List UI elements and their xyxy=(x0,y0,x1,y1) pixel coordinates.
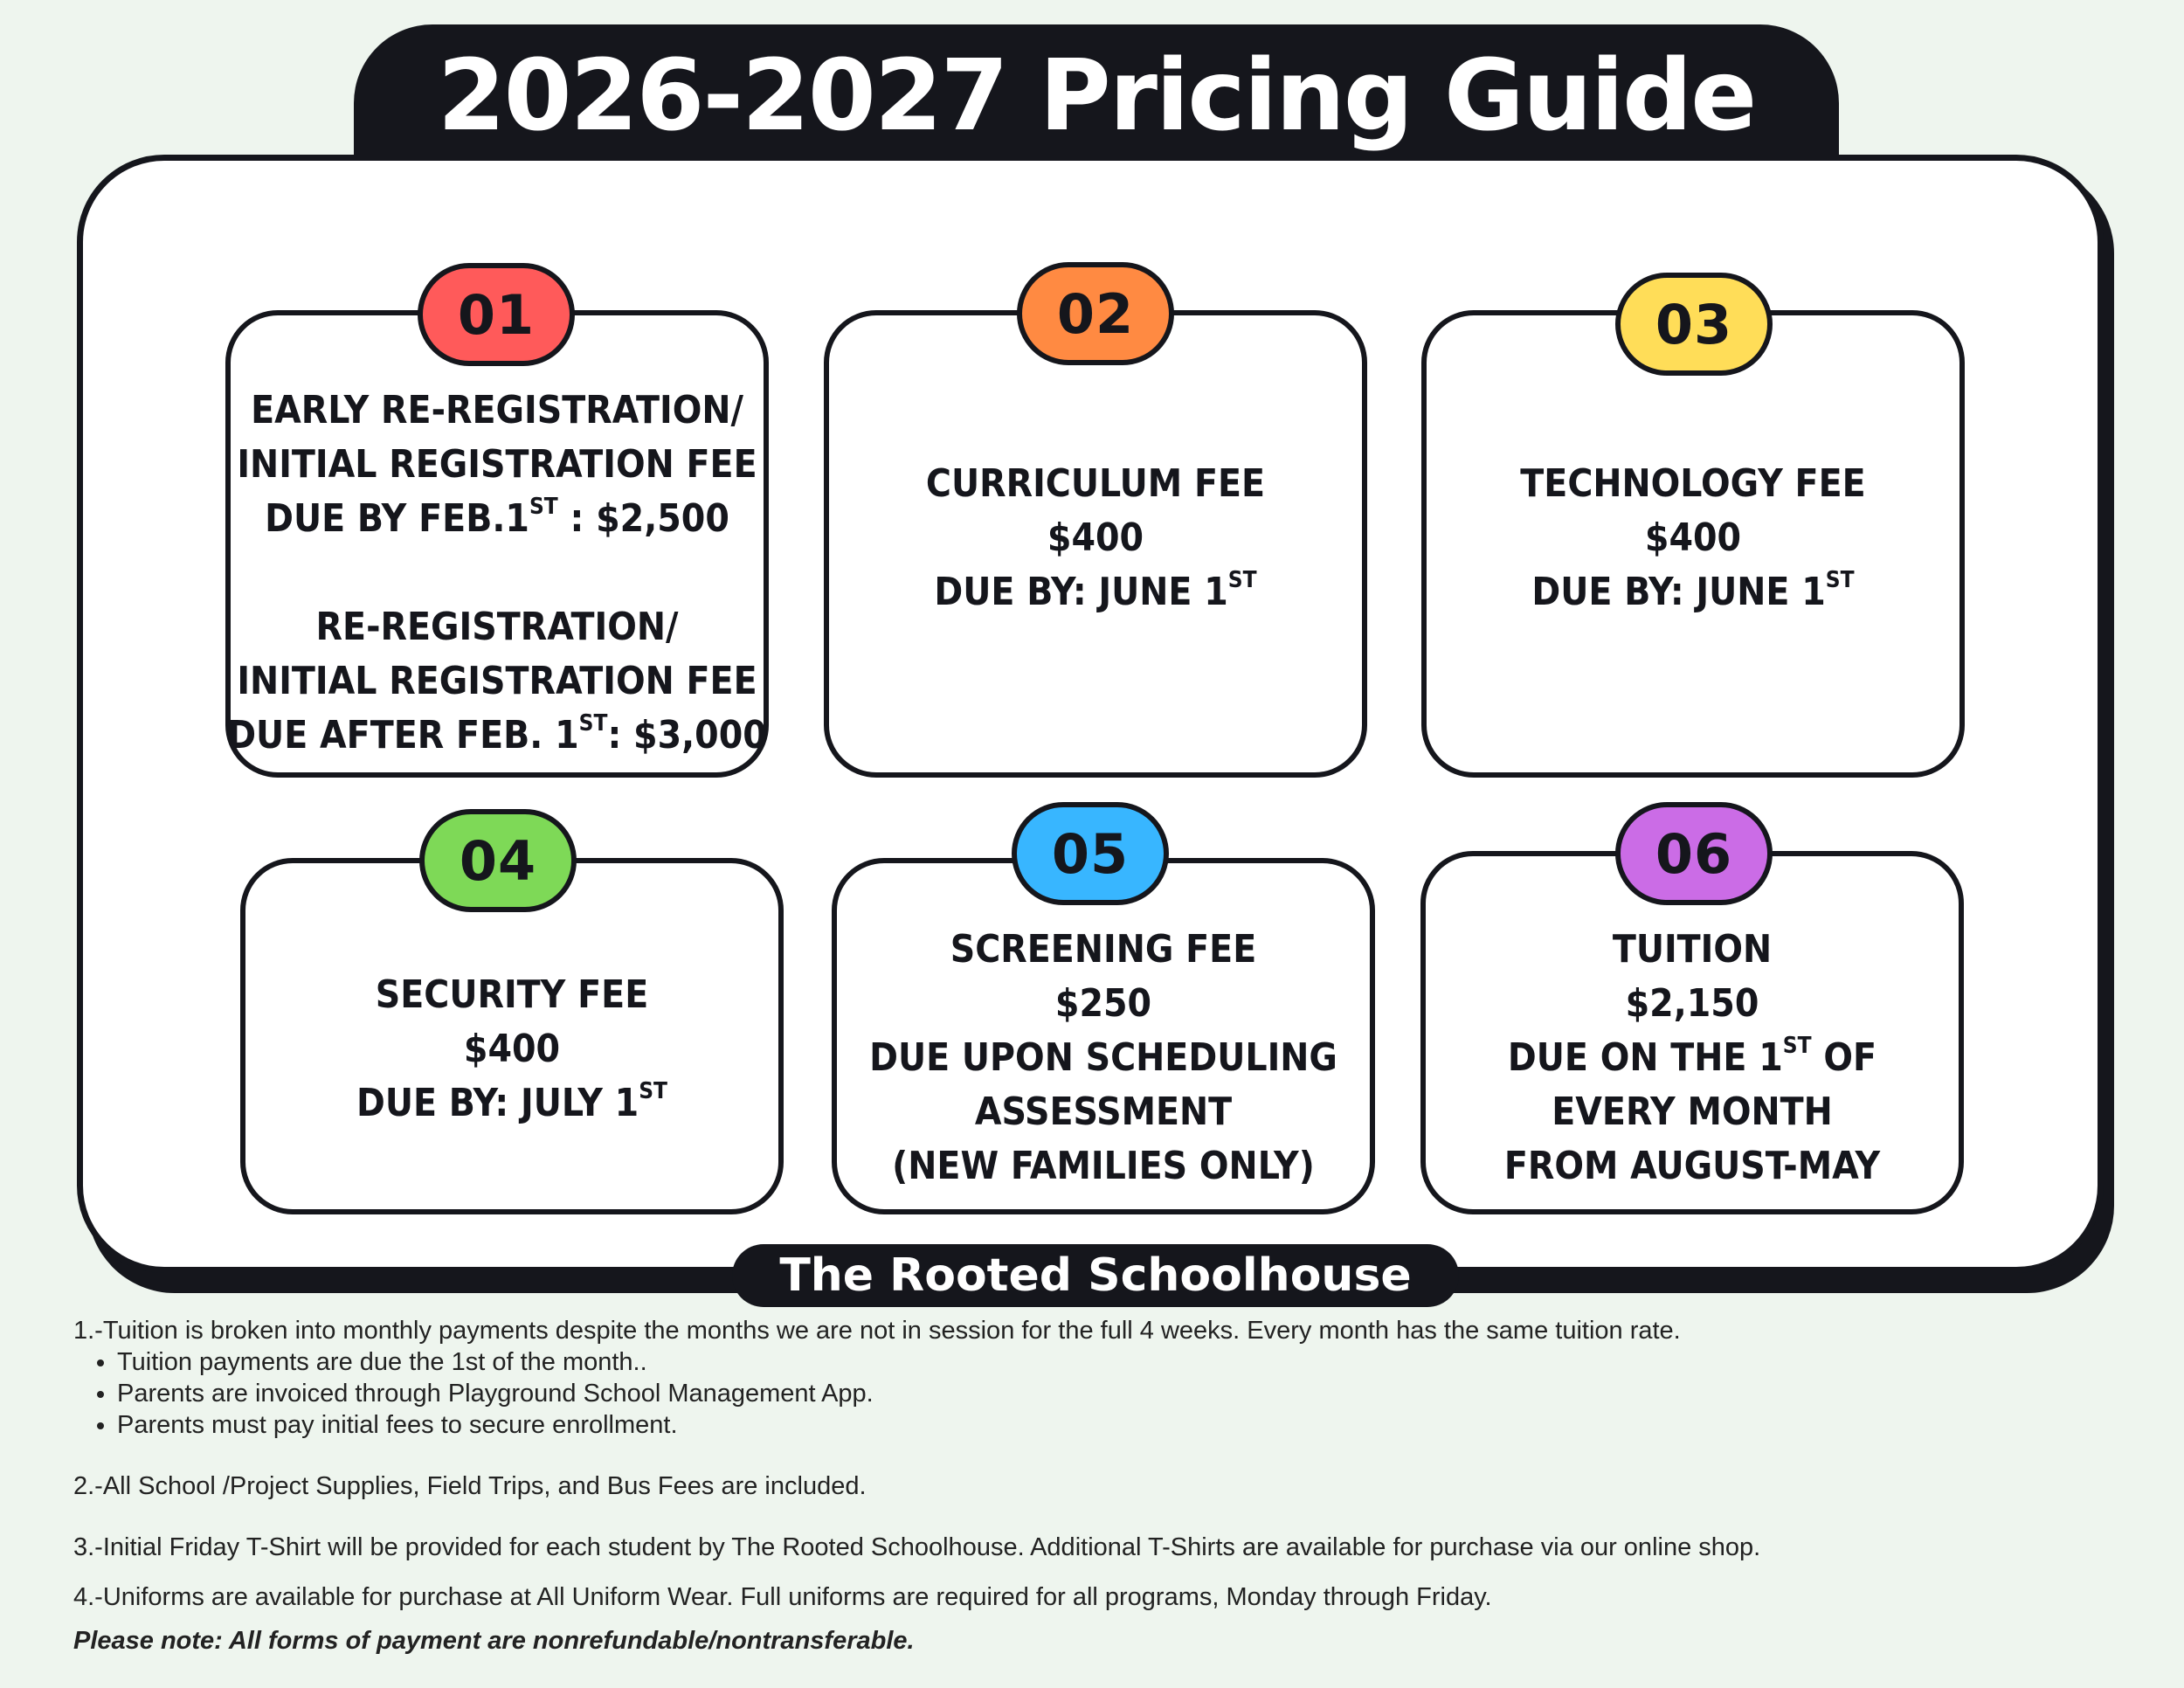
badge-02: 02 xyxy=(1017,262,1174,365)
card-line: (NEW FAMILIES ONLY) xyxy=(892,1144,1315,1188)
card-text: CURRICULUM FEE $400 DUE BY: JUNE 1ST xyxy=(926,457,1265,619)
card-line: DUE BY: JULY 1ST xyxy=(356,1078,668,1125)
page-title: 2026-2027 Pricing Guide xyxy=(437,39,1757,153)
card-text: TUITION $2,150 DUE ON THE 1ST OF EVERY M… xyxy=(1504,923,1880,1193)
card-line: DUE BY: JUNE 1ST xyxy=(1531,567,1855,614)
card-line: EARLY RE-REGISTRATION/ xyxy=(251,388,743,432)
card-line: TECHNOLOGY FEE xyxy=(1520,461,1866,506)
card-line: SCREENING FEE xyxy=(950,927,1257,972)
card-line: $400 xyxy=(463,1027,561,1071)
card-line: DUE ON THE 1ST OF xyxy=(1507,1033,1877,1080)
list-item: Tuition payments are due the 1st of the … xyxy=(117,1346,2153,1378)
card-line: INITIAL REGISTRATION FEE xyxy=(237,659,757,703)
card-line: DUE AFTER FEB. 1ST: $3,000 xyxy=(227,710,767,758)
badge-04: 04 xyxy=(419,809,577,912)
card-line: SECURITY FEE xyxy=(375,972,649,1017)
card-tuition: TUITION $2,150 DUE ON THE 1ST OF EVERY M… xyxy=(1420,851,1964,1214)
card-curriculum-fee: CURRICULUM FEE $400 DUE BY: JUNE 1ST xyxy=(824,310,1367,778)
card-text: SCREENING FEE $250 DUE UPON SCHEDULING A… xyxy=(869,923,1337,1193)
badge-03: 03 xyxy=(1615,273,1773,376)
card-line: EVERY MONTH xyxy=(1552,1090,1833,1134)
notes-section: 1.-Tuition is broken into monthly paymen… xyxy=(73,1315,2153,1657)
card-line: DUE BY FEB.1ST : $2,500 xyxy=(265,494,729,541)
card-line: DUE BY: JUNE 1ST xyxy=(934,567,1257,614)
note-1: 1.-Tuition is broken into monthly paymen… xyxy=(73,1317,1681,1345)
badge-06: 06 xyxy=(1615,802,1773,905)
card-line: CURRICULUM FEE xyxy=(925,461,1266,506)
school-name-tab: The Rooted Schoolhouse xyxy=(732,1244,1459,1307)
card-line: FROM AUGUST-MAY xyxy=(1503,1144,1881,1188)
card-registration-fee: EARLY RE-REGISTRATION/ INITIAL REGISTRAT… xyxy=(225,310,769,778)
card-line: DUE UPON SCHEDULING xyxy=(869,1035,1337,1080)
note-1-bullets: Tuition payments are due the 1st of the … xyxy=(73,1346,2153,1441)
card-line: $400 xyxy=(1047,515,1144,560)
badge-01: 01 xyxy=(418,263,575,366)
note-3: 3.-Initial Friday T-Shirt will be provid… xyxy=(73,1533,1761,1561)
card-line: INITIAL REGISTRATION FEE xyxy=(237,442,757,487)
card-line: TUITION xyxy=(1612,927,1773,972)
list-item: Parents are invoiced through Playground … xyxy=(117,1378,2153,1409)
card-line: $250 xyxy=(1054,981,1152,1026)
note-2: 2.-All School /Project Supplies, Field T… xyxy=(73,1472,867,1500)
card-technology-fee: TECHNOLOGY FEE $400 DUE BY: JUNE 1ST xyxy=(1421,310,1965,778)
card-line: $2,150 xyxy=(1625,981,1759,1026)
card-text: SECURITY FEE $400 DUE BY: JULY 1ST xyxy=(356,968,667,1131)
card-security-fee: SECURITY FEE $400 DUE BY: JULY 1ST xyxy=(240,858,784,1214)
list-item: Parents must pay initial fees to secure … xyxy=(117,1409,2153,1441)
title-banner: 2026-2027 Pricing Guide xyxy=(354,24,1839,156)
nonrefundable-note: Please note: All forms of payment are no… xyxy=(73,1627,915,1655)
badge-05: 05 xyxy=(1012,802,1169,905)
card-line: RE-REGISTRATION/ xyxy=(315,605,679,649)
card-text: EARLY RE-REGISTRATION/ INITIAL REGISTRAT… xyxy=(227,384,767,763)
card-text: TECHNOLOGY FEE $400 DUE BY: JUNE 1ST xyxy=(1520,457,1865,619)
note-4: 4.-Uniforms are available for purchase a… xyxy=(73,1583,1492,1611)
card-line: ASSESSMENT xyxy=(974,1090,1233,1134)
card-line: $400 xyxy=(1644,515,1742,560)
card-screening-fee: SCREENING FEE $250 DUE UPON SCHEDULING A… xyxy=(832,858,1375,1214)
